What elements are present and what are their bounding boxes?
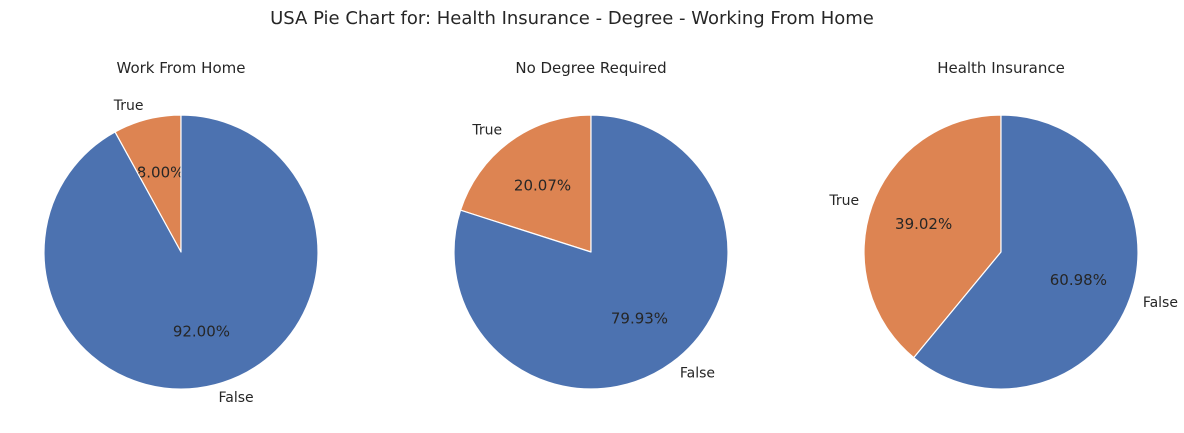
slice-label: True <box>828 193 859 209</box>
pie-chart-2: No Degree Required True 20.07% False 79.93% <box>453 59 729 390</box>
pie-title: No Degree Required <box>515 59 666 77</box>
slice-label: False <box>680 366 715 382</box>
pie-chart-1: Work From Home True 8.00% False 92.00% <box>43 59 319 406</box>
pie-title: Work From Home <box>117 59 246 77</box>
pie-slice-false <box>453 114 729 390</box>
pie-slice-false <box>43 114 319 390</box>
slice-percent-label: 79.93% <box>611 309 668 327</box>
slice-label: False <box>1143 295 1178 311</box>
slice-percent-label: 60.98% <box>1050 271 1107 289</box>
slice-percent-label: 8.00% <box>137 163 185 181</box>
slice-label: False <box>218 390 253 406</box>
slice-percent-label: 92.00% <box>173 323 230 341</box>
slice-label: True <box>113 98 144 114</box>
pie-chart-3: Health Insurance True 39.02% False 60.98% <box>828 59 1178 390</box>
pie-slice-true <box>863 114 1002 359</box>
slice-percent-label: 20.07% <box>514 177 571 195</box>
pie-slice-false <box>913 114 1139 390</box>
figure-title: USA Pie Chart for: Health Insurance - De… <box>270 8 874 29</box>
slice-label: True <box>471 122 502 138</box>
pie-slice-true <box>459 114 592 253</box>
pie-title: Health Insurance <box>937 59 1065 77</box>
slice-percent-label: 39.02% <box>895 215 952 233</box>
